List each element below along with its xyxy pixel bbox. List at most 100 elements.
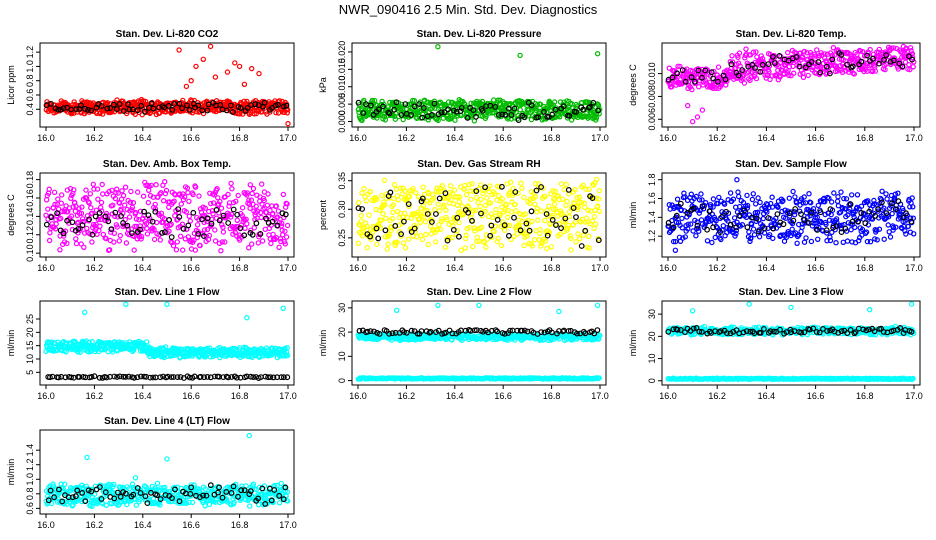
data-point: [228, 374, 235, 380]
data-point: [121, 202, 128, 208]
data-point: [58, 215, 64, 222]
data-point: [249, 190, 255, 197]
data-point: [507, 327, 513, 334]
data-point: [356, 229, 363, 236]
data-point: [108, 226, 115, 233]
data-point: [544, 207, 550, 214]
y-tick-label: 10: [25, 354, 35, 364]
x-tick-label: 16.6: [807, 263, 825, 273]
data-point: [852, 224, 858, 231]
data-point: [255, 240, 261, 246]
data-point: [549, 216, 556, 223]
data-point: [241, 81, 248, 88]
x-tick-label: 16.6: [182, 263, 200, 273]
data-point: [844, 238, 851, 244]
data-point: [829, 56, 836, 63]
data-point: [457, 108, 464, 115]
data-point: [702, 67, 709, 74]
data-point: [265, 191, 271, 197]
data-point: [549, 329, 555, 336]
x-tick-label: 17.0: [591, 391, 609, 401]
data-point: [361, 185, 367, 192]
data-point: [431, 100, 438, 107]
data-point: [92, 213, 99, 220]
data-point: [786, 210, 793, 217]
data-point: [496, 192, 502, 199]
x-tick-label: 16.0: [659, 133, 677, 143]
data-point: [478, 196, 484, 202]
data-point: [800, 74, 807, 81]
data-point: [470, 208, 476, 214]
data-point: [876, 46, 883, 53]
data-point: [116, 200, 123, 206]
data-point: [906, 53, 912, 60]
x-tick-label: 16.6: [182, 391, 200, 401]
data-point: [892, 206, 899, 213]
data-point: [494, 238, 500, 245]
data-point: [677, 200, 684, 207]
data-point: [706, 218, 712, 224]
data-point: [570, 205, 577, 211]
data-point: [551, 99, 558, 105]
data-point: [721, 201, 728, 207]
data-point: [538, 329, 545, 336]
data-point: [130, 347, 137, 353]
data-point: [218, 247, 224, 254]
data-point: [537, 226, 543, 233]
data-point: [550, 188, 556, 194]
data-point: [574, 330, 580, 337]
data-point: [120, 108, 127, 114]
data-point: [380, 210, 386, 217]
data-point: [282, 211, 289, 218]
data-point: [131, 374, 138, 381]
data-point: [387, 189, 394, 196]
x-tick-label: 16.0: [349, 391, 367, 401]
plot-frame: [351, 42, 607, 128]
data-point: [887, 234, 894, 240]
data-point: [187, 218, 193, 224]
data-point: [408, 327, 415, 334]
data-point: [425, 117, 431, 123]
data-point: [220, 212, 227, 219]
data-point: [764, 209, 770, 215]
data-point: [896, 60, 903, 67]
data-point: [797, 208, 803, 214]
data-point: [489, 234, 495, 240]
data-point: [745, 202, 751, 209]
data-point: [737, 63, 743, 69]
data-point: [268, 240, 274, 247]
series-1: [355, 302, 603, 344]
data-point: [862, 230, 869, 236]
data-point: [790, 217, 797, 224]
data-point: [150, 105, 157, 112]
data-point: [380, 103, 386, 110]
y-tick-label: 0.015: [337, 58, 347, 81]
data-point: [803, 235, 809, 241]
data-point: [827, 70, 833, 77]
panel-3: Stan. Dev. Li-820 Temp.degrees C16.0 16.2…: [628, 29, 923, 143]
data-point: [780, 197, 786, 204]
data-point: [137, 226, 143, 233]
data-point: [281, 374, 287, 381]
data-point: [735, 189, 741, 195]
data-point: [473, 194, 479, 201]
data-point: [367, 328, 374, 335]
data-point: [248, 241, 255, 247]
data-point: [716, 194, 722, 201]
data-point: [691, 78, 698, 85]
plot-frame: [661, 42, 921, 128]
data-point: [521, 327, 528, 334]
data-point: [54, 210, 60, 217]
data-point: [211, 192, 217, 198]
data-point: [429, 111, 435, 118]
data-point: [496, 184, 502, 190]
data-point: [722, 76, 729, 83]
data-point: [180, 225, 187, 232]
y-axis-label: ml/min: [6, 330, 16, 357]
data-point: [222, 239, 228, 245]
y-tick-label: 0.30: [337, 201, 347, 219]
data-point: [597, 332, 603, 339]
data-point: [46, 186, 52, 192]
data-point: [278, 374, 285, 381]
